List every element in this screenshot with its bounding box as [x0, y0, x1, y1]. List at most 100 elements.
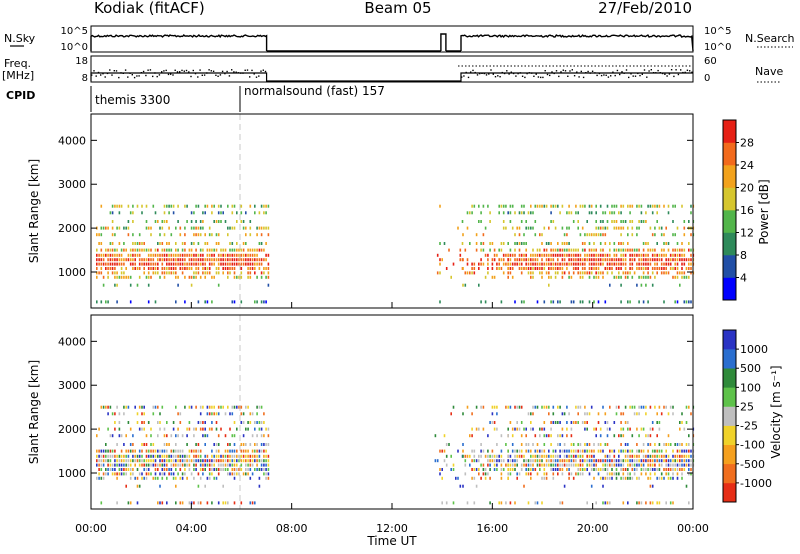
power-cell: [213, 258, 215, 262]
power-cell: [609, 262, 611, 266]
power-cell: [584, 267, 586, 270]
velocity-cell: [100, 449, 103, 453]
power-cell: [530, 226, 532, 230]
power-cell: [636, 267, 638, 270]
power-cell: [498, 262, 500, 266]
power-cell: [493, 253, 496, 257]
velocity-cell: [541, 454, 543, 458]
power-cell: [642, 271, 645, 275]
power-cell: [509, 258, 512, 262]
power-cell: [217, 211, 220, 215]
velocity-cell: [566, 405, 568, 409]
velocity-cell: [559, 468, 561, 471]
power-cell: [690, 233, 692, 237]
velocity-cell: [660, 459, 663, 463]
velocity-cell: [633, 468, 636, 471]
velocity-cell: [138, 449, 141, 453]
velocity-colorbar-swatch: [723, 387, 736, 407]
velocity-cell: [602, 501, 604, 505]
velocity-cell: [227, 501, 229, 505]
velocity-cell: [258, 405, 261, 409]
velocity-cell: [98, 472, 100, 476]
power-cell: [624, 253, 627, 257]
power-cell: [123, 275, 125, 279]
power-cell: [480, 242, 482, 245]
velocity-cell: [568, 468, 570, 471]
power-cell: [152, 267, 155, 270]
velocity-cell: [208, 459, 211, 463]
date-title: 27/Feb/2010: [598, 0, 692, 17]
velocity-cell: [163, 427, 166, 431]
velocity-cell: [245, 472, 247, 476]
power-cell: [532, 248, 534, 252]
velocity-cell: [143, 459, 145, 463]
power-cell: [552, 248, 555, 252]
power-cell: [111, 226, 114, 230]
power-cell: [231, 242, 234, 245]
velocity-cell: [561, 468, 564, 471]
power-cell: [482, 262, 485, 266]
power-cell: [588, 271, 591, 275]
velocity-cell: [651, 501, 654, 505]
power-cell: [557, 242, 559, 245]
velocity-cell: [168, 454, 170, 458]
frequency-dot: [515, 75, 517, 77]
velocity-cell: [645, 472, 647, 476]
power-cell: [624, 275, 627, 279]
velocity-cell: [629, 449, 631, 453]
velocity-cell: [229, 427, 231, 431]
velocity-cell: [482, 472, 485, 476]
power-cell: [647, 271, 649, 275]
power-cell: [593, 253, 595, 257]
power-cell: [168, 211, 170, 215]
velocity-cell: [445, 501, 448, 505]
velocity-cell: [475, 459, 478, 463]
velocity-cell: [534, 405, 537, 409]
power-cell: [163, 233, 166, 237]
power-cell: [459, 253, 462, 257]
power-cell: [159, 258, 161, 262]
velocity-cell: [685, 405, 688, 409]
velocity-cell: [669, 459, 672, 463]
velocity-cell: [249, 454, 252, 458]
velocity-cell: [509, 421, 512, 424]
velocity-cell: [260, 405, 263, 409]
frequency-dot: [174, 69, 176, 71]
velocity-cell: [129, 427, 132, 431]
velocity-cell: [114, 421, 116, 424]
velocity-cell: [543, 472, 546, 476]
frequency-dot: [136, 75, 138, 77]
velocity-cell: [224, 449, 227, 453]
power-cell: [629, 267, 631, 270]
power-cell: [518, 226, 521, 230]
power-cell: [604, 253, 607, 257]
velocity-cell: [660, 476, 663, 480]
velocity-cell: [231, 454, 234, 458]
velocity-cell: [665, 454, 667, 458]
velocity-cell: [570, 434, 573, 438]
velocity-cell: [143, 476, 145, 480]
power-cell: [541, 242, 543, 245]
velocity-cell: [579, 449, 582, 453]
velocity-cell: [620, 434, 622, 438]
velocity-cell: [202, 405, 204, 409]
velocity-cell: [179, 421, 182, 424]
velocity-cell: [688, 434, 690, 438]
power-cell: [157, 220, 159, 223]
power-cell: [532, 253, 534, 257]
power-cell: [586, 233, 588, 237]
velocity-cell: [563, 463, 566, 467]
power-cell: [206, 242, 209, 245]
velocity-cell: [197, 443, 200, 446]
power-cell: [534, 253, 537, 257]
power-cell: [676, 242, 679, 245]
power-cell: [541, 271, 543, 275]
power-cell: [213, 248, 215, 252]
frequency-dot: [149, 69, 152, 71]
velocity-cell: [552, 454, 555, 458]
power-cell: [554, 248, 557, 252]
velocity-cell: [233, 421, 236, 424]
velocity-cell: [554, 449, 557, 453]
power-cell: [489, 211, 491, 215]
power-cell: [114, 271, 116, 275]
